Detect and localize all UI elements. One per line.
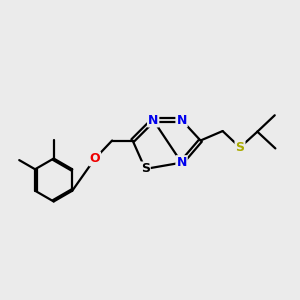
Text: S: S: [236, 141, 244, 154]
Text: N: N: [148, 113, 158, 127]
Text: N: N: [176, 113, 187, 127]
Text: O: O: [89, 152, 100, 165]
Text: N: N: [176, 156, 187, 169]
Text: S: S: [141, 162, 150, 176]
